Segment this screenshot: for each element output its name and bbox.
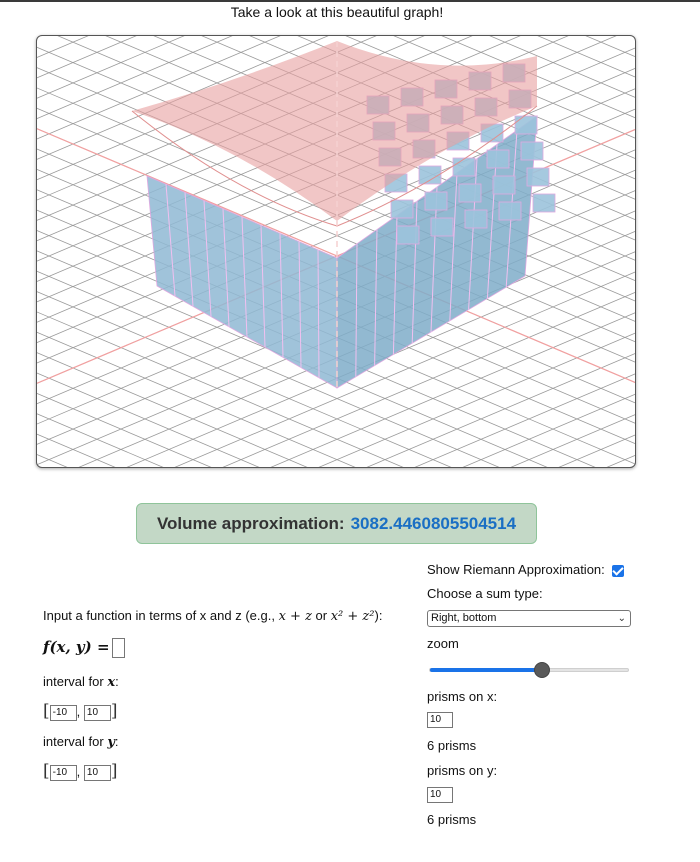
interval-y-min-input[interactable]: -10: [49, 764, 77, 781]
interval-x-prefix: interval for: [43, 674, 108, 689]
prism-wall-left: [146, 175, 338, 389]
prisms-y-label: prisms on y:: [427, 763, 498, 778]
prisms-x-input[interactable]: 10: [427, 712, 453, 728]
prism-divider: [165, 184, 176, 297]
interval-x-row: [-10, 10]: [43, 701, 118, 721]
interval-x-min-input[interactable]: -10: [49, 704, 77, 721]
example-formula-2: x² + z²: [330, 609, 375, 624]
function-input[interactable]: [111, 638, 125, 659]
function-prompt: Input a function in terms of x and z (e.…: [43, 608, 382, 624]
interval-x-var: x: [107, 675, 116, 690]
prism-top-block: [464, 209, 488, 229]
sum-type-select[interactable]: Right, bottom ⌄: [427, 610, 631, 627]
fx-label: f(x, y) =: [43, 638, 110, 656]
prism-divider: [203, 200, 212, 317]
interval-y-suffix: :: [114, 734, 119, 749]
volume-label: Volume approximation:: [156, 513, 345, 533]
prism-divider: [222, 208, 230, 327]
prompt-text-or: or: [311, 608, 331, 623]
prism-divider: [260, 225, 266, 348]
sum-type-label: Choose a sum type:: [427, 586, 543, 601]
prism-divider: [486, 144, 498, 299]
interval-y-prefix: interval for: [43, 734, 108, 749]
zoom-label: zoom: [427, 636, 459, 651]
graph-canvas[interactable]: [36, 35, 636, 468]
interval-x-max-input[interactable]: 10: [83, 704, 111, 721]
example-formula-1: x + z: [278, 609, 312, 624]
interval-y-var: y: [107, 735, 115, 750]
interval-x-suffix: :: [115, 674, 119, 689]
prism-top-block: [486, 149, 510, 169]
prism-top-block: [514, 115, 538, 135]
sum-type-value: Right, bottom: [431, 612, 497, 624]
show-riemann-checkbox[interactable]: [612, 564, 625, 577]
prism-top-block: [418, 165, 442, 185]
volume-value: 3082.4460805504514: [350, 513, 517, 533]
prism-divider: [374, 229, 378, 366]
zoom-slider[interactable]: [429, 662, 629, 678]
prism-top-block: [492, 175, 516, 195]
zoom-slider-fill: [430, 668, 542, 672]
prism-divider: [317, 249, 320, 378]
interval-y-max-input[interactable]: 10: [83, 764, 111, 781]
prism-top-block: [532, 193, 556, 213]
3d-graph-scene: [37, 36, 635, 467]
function-surface: [132, 41, 537, 221]
prism-divider: [279, 233, 284, 358]
prism-divider: [241, 216, 248, 338]
prism-top-block: [526, 167, 550, 187]
prism-divider: [184, 192, 194, 307]
open-bracket: [: [43, 701, 50, 721]
prism-top-block: [498, 201, 522, 221]
prism-divider: [392, 215, 398, 355]
prism-divider: [411, 201, 418, 344]
comma: ,: [76, 764, 81, 779]
show-riemann-row: Show Riemann Approximation:: [427, 562, 625, 577]
interval-y-row: [-10, 10]: [43, 761, 118, 781]
chevron-down-icon: ⌄: [617, 613, 626, 624]
prism-top-block: [458, 183, 482, 203]
show-riemann-label: Show Riemann Approximation:: [427, 562, 605, 577]
prism-top-block: [396, 225, 420, 245]
prism-divider: [449, 172, 458, 321]
prism-top-block: [390, 199, 414, 219]
prisms-x-label: prisms on x:: [427, 689, 498, 704]
close-bracket: ]: [110, 761, 118, 781]
prism-top-block: [430, 217, 454, 237]
top-border: [0, 0, 700, 2]
prism-top-block: [520, 141, 544, 161]
interval-x-label: interval for x:: [43, 674, 119, 690]
page-title: Take a look at this beautiful graph!: [230, 4, 444, 20]
prism-divider: [430, 186, 438, 333]
zoom-slider-thumb[interactable]: [534, 662, 550, 678]
prisms-y-count: 6 prisms: [427, 812, 477, 827]
interval-y-label: interval for y:: [43, 734, 119, 750]
close-bracket: ]: [110, 701, 118, 721]
comma: ,: [76, 704, 81, 719]
prism-divider: [298, 241, 302, 368]
open-bracket: [: [43, 761, 50, 781]
prompt-text-1: Input a function in terms of x and z (e.…: [43, 608, 279, 623]
function-row: f(x, y) =: [43, 638, 125, 659]
prism-top-block: [424, 191, 448, 211]
prompt-text-2: ):: [374, 608, 383, 623]
volume-approximation-box: Volume approximation: 3082.4460805504514: [136, 503, 537, 544]
prisms-y-input[interactable]: 10: [427, 787, 453, 803]
prism-divider: [355, 243, 358, 377]
prisms-x-count: 6 prisms: [427, 738, 477, 753]
prism-top-block: [452, 157, 476, 177]
